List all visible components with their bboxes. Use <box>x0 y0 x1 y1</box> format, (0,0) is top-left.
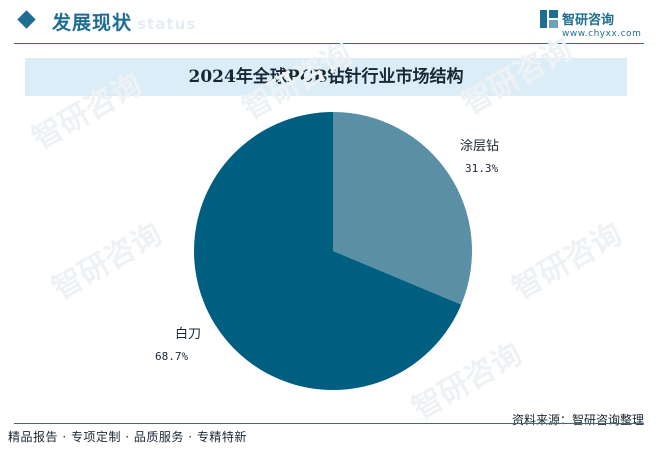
source-note: 资料来源：智研咨询整理 <box>511 413 644 427</box>
brand-logo-icon <box>540 10 558 28</box>
pie-slice <box>333 112 472 305</box>
header-subtitle: ent status <box>100 15 197 33</box>
brand: 智研咨询 www.chyxx.com <box>524 8 644 42</box>
chart-title: 2024年全球PCB钻针行业市场结构 <box>188 67 464 87</box>
slice-percent-label: 31.3% <box>465 162 498 175</box>
brand-url: www.chyxx.com <box>562 29 642 39</box>
slice-label: 涂层钻 <box>460 138 499 154</box>
brand-name: 智研咨询 <box>562 13 615 28</box>
header-title: 发展现状 <box>52 12 133 34</box>
footer-slogan: 精品报告 · 专项定制 · 品质服务 · 专精特新 <box>8 430 247 444</box>
footer-divider <box>14 423 644 424</box>
slice-percent-label: 68.7% <box>155 350 188 363</box>
pie-slice <box>194 112 462 390</box>
chart-title-bar: 2024年全球PCB钻针行业市场结构 <box>25 58 627 96</box>
slice-label: 白刀 <box>175 326 201 342</box>
header: ent status 发展现状 智研咨询 www.chyxx.com <box>0 0 658 44</box>
header-divider <box>14 43 644 44</box>
